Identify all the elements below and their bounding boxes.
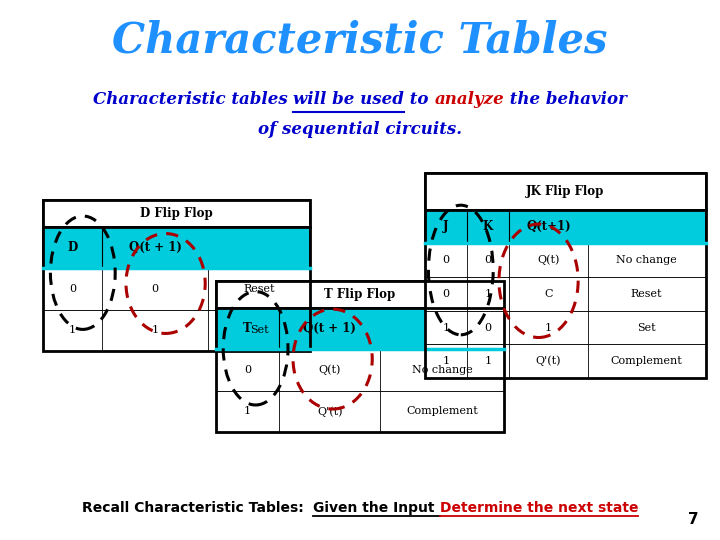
Text: will be used: will be used <box>293 91 404 109</box>
Bar <box>216 308 504 349</box>
Text: Complement: Complement <box>611 356 683 366</box>
Text: C: C <box>544 289 553 299</box>
Text: 1: 1 <box>69 325 76 335</box>
Bar <box>425 244 706 277</box>
Text: No change: No change <box>616 255 677 265</box>
Text: Characteristic tables: Characteristic tables <box>93 91 293 109</box>
Text: No change: No change <box>412 365 472 375</box>
Text: D Flip Flop: D Flip Flop <box>140 207 213 220</box>
Text: Set: Set <box>637 322 656 333</box>
Text: Recall Characteristic Tables:: Recall Characteristic Tables: <box>82 501 313 515</box>
Text: Q(t+1): Q(t+1) <box>526 220 571 233</box>
Text: T Flip Flop: T Flip Flop <box>325 288 395 301</box>
Bar <box>425 173 706 378</box>
Text: 0: 0 <box>442 289 449 299</box>
Text: 1: 1 <box>151 325 158 335</box>
Text: of sequential circuits.: of sequential circuits. <box>258 121 462 138</box>
Text: 1: 1 <box>485 289 492 299</box>
Bar <box>216 281 504 308</box>
Text: 1: 1 <box>442 322 449 333</box>
Bar <box>216 390 504 432</box>
Bar <box>43 200 310 227</box>
Text: Reset: Reset <box>631 289 662 299</box>
Text: 0: 0 <box>69 284 76 294</box>
Bar <box>425 310 706 345</box>
Text: 0: 0 <box>442 255 449 265</box>
Text: 1: 1 <box>545 322 552 333</box>
Bar <box>43 200 310 351</box>
Text: K: K <box>483 220 493 233</box>
Text: 0: 0 <box>485 322 492 333</box>
Text: 0: 0 <box>244 365 251 375</box>
Bar <box>43 309 310 351</box>
Bar <box>216 349 504 390</box>
Text: Determine the next state: Determine the next state <box>440 501 638 515</box>
Text: 1: 1 <box>244 406 251 416</box>
Bar <box>425 210 706 244</box>
Text: Reset: Reset <box>243 284 275 294</box>
Text: 1: 1 <box>485 356 492 366</box>
Text: 0: 0 <box>485 255 492 265</box>
Text: JK Flip Flop: JK Flip Flop <box>526 185 604 198</box>
Text: T: T <box>243 322 252 335</box>
Text: analyze: analyze <box>434 91 504 109</box>
Bar <box>425 345 706 378</box>
Text: J: J <box>443 220 449 233</box>
Bar <box>216 281 504 432</box>
Text: 0: 0 <box>151 284 158 294</box>
Bar <box>43 268 310 309</box>
Text: Q'(t): Q'(t) <box>536 356 561 367</box>
Text: Set: Set <box>250 325 269 335</box>
Text: Q(t + 1): Q(t + 1) <box>303 322 356 335</box>
Bar <box>425 277 706 310</box>
Bar <box>425 173 706 210</box>
Text: 7: 7 <box>688 511 698 526</box>
Text: Q(t): Q(t) <box>318 364 341 375</box>
Text: 1: 1 <box>442 356 449 366</box>
Text: Characteristic Tables: Characteristic Tables <box>112 19 608 62</box>
Text: Q(t + 1): Q(t + 1) <box>129 241 181 254</box>
Text: Q'(t): Q'(t) <box>317 406 343 417</box>
Bar <box>43 227 310 268</box>
Text: D: D <box>68 241 78 254</box>
Text: Complement: Complement <box>406 406 478 416</box>
Text: the behavior: the behavior <box>504 91 627 109</box>
Text: to: to <box>404 91 434 109</box>
Text: Q(t): Q(t) <box>537 255 559 266</box>
Text: Given the Input: Given the Input <box>313 501 440 515</box>
